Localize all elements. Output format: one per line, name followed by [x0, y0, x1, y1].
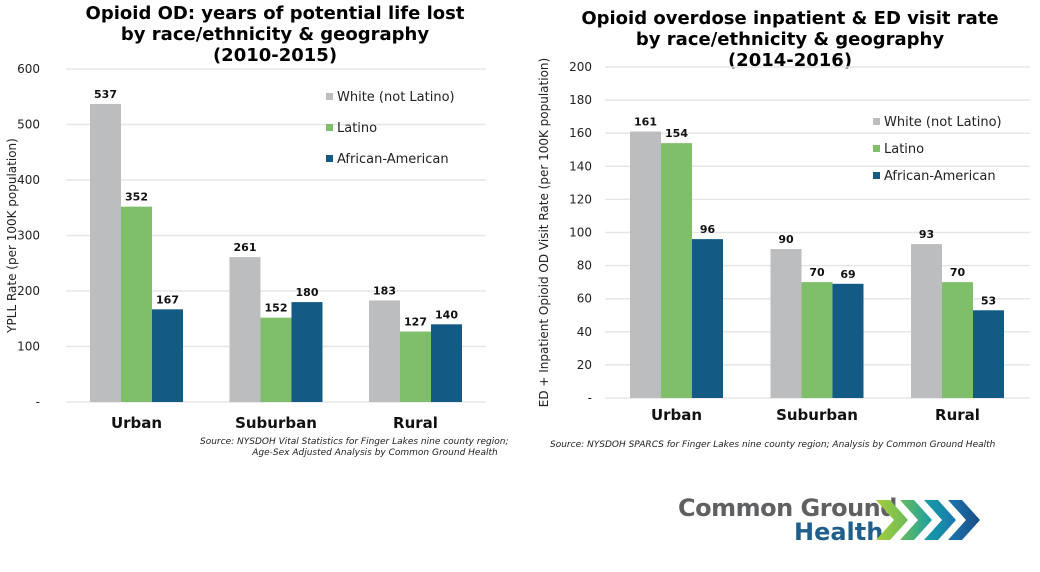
bar-urban-white-not-latino: [630, 131, 661, 399]
x-category-label: Rural: [935, 406, 980, 424]
y-tick-label: 400: [17, 173, 40, 187]
y-tick-label: 600: [17, 62, 40, 76]
y-tick-label: 100: [569, 226, 592, 240]
x-category-label: Urban: [111, 414, 162, 432]
y-tick-label: 20: [577, 358, 592, 372]
chart1-title: Opioid OD: years of potential life lost …: [60, 3, 490, 66]
y-axis-label: YPLL Rate (per 100K population): [5, 138, 19, 334]
bar-rural-white-not-latino: [911, 244, 942, 398]
chart1-source: Source: NYSDOH Vital Statistics for Fing…: [200, 437, 509, 459]
chart2-title-line3: (2014-2016): [727, 50, 853, 71]
legend-label: White (not Latino): [884, 115, 1002, 130]
legend-label: African-American: [337, 152, 449, 167]
data-label: 70: [809, 266, 825, 279]
bar-rural-latino: [400, 331, 431, 402]
legend-label: African-American: [884, 169, 996, 184]
y-tick-label: -: [588, 391, 592, 405]
y-tick-label: 200: [569, 60, 592, 74]
y-tick-label: 100: [17, 340, 40, 354]
y-tick-label: 180: [569, 93, 592, 107]
data-label: 53: [981, 294, 996, 307]
data-label: 167: [156, 293, 179, 306]
y-tick-label: -: [36, 395, 40, 409]
y-tick-label: 120: [569, 192, 592, 206]
bar-suburban-african-american: [832, 283, 864, 398]
chart1-title-line1: Opioid OD: years of potential life lost: [85, 3, 465, 24]
x-category-label: Urban: [651, 406, 702, 424]
chart2-source: Source: NYSDOH SPARCS for Finger Lakes n…: [550, 440, 1035, 451]
legend-swatch: [873, 145, 880, 152]
data-label: 152: [265, 302, 288, 315]
y-tick-label: 500: [17, 118, 40, 132]
bar-suburban-white-not-latino: [229, 257, 261, 402]
legend-swatch: [326, 155, 333, 162]
data-label: 161: [634, 116, 657, 129]
bar-urban-african-american: [152, 309, 183, 402]
y-tick-label: 300: [17, 229, 40, 243]
data-label: 127: [404, 316, 427, 329]
data-label: 93: [919, 228, 934, 241]
x-category-label: Rural: [393, 414, 438, 432]
bar-urban-african-american: [692, 239, 723, 398]
logo-text-line2: Health: [794, 518, 884, 546]
chart1-source-line2: Age-Sex Adjusted Analysis by Common Grou…: [252, 448, 498, 458]
y-tick-label: 60: [577, 292, 592, 306]
data-label: 154: [665, 127, 688, 140]
legend-swatch: [326, 93, 333, 100]
bar-suburban-african-american: [291, 302, 323, 402]
legend-swatch: [873, 118, 880, 125]
bar-suburban-latino: [801, 282, 833, 398]
legend-label: Latino: [337, 121, 377, 136]
logo-text-line1: Common Ground: [678, 494, 897, 522]
bar-suburban-latino: [260, 317, 292, 402]
y-axis-label: ED + Inpatient Opioid OD Visit Rate (per…: [537, 58, 551, 407]
chart1-title-line2: by race/ethnicity & geography: [120, 24, 430, 45]
y-tick-label: 160: [569, 126, 592, 140]
bar-rural-african-american: [431, 324, 462, 402]
data-label: 140: [435, 308, 458, 321]
chart2-title-line2: by race/ethnicity & geography: [635, 29, 945, 50]
y-tick-label: 140: [569, 159, 592, 173]
bar-urban-latino: [121, 206, 152, 402]
bar-rural-african-american: [973, 310, 1004, 398]
data-label: 90: [778, 233, 794, 246]
chart1-source-line1: Source: NYSDOH Vital Statistics for Fing…: [200, 437, 509, 447]
data-label: 69: [840, 268, 855, 281]
bar-suburban-white-not-latino: [770, 249, 802, 398]
legend-label: White (not Latino): [337, 90, 455, 105]
chart2-title: Opioid overdose inpatient & ED visit rat…: [560, 8, 1020, 71]
data-label: 261: [234, 241, 257, 254]
legend-swatch: [326, 124, 333, 131]
y-tick-label: 40: [577, 325, 592, 339]
y-tick-label: 80: [577, 259, 592, 273]
y-tick-label: 200: [17, 284, 40, 298]
data-label: 180: [296, 286, 319, 299]
data-label: 537: [94, 88, 117, 101]
legend-swatch: [873, 172, 880, 179]
data-label: 183: [373, 284, 396, 297]
bar-urban-white-not-latino: [90, 103, 121, 402]
chevron-arrows-icon: [876, 500, 980, 540]
bar-rural-latino: [942, 282, 973, 398]
data-label: 352: [125, 191, 148, 204]
x-category-label: Suburban: [776, 406, 858, 424]
x-category-label: Suburban: [235, 414, 317, 432]
bar-urban-latino: [661, 143, 692, 398]
data-label: 96: [700, 223, 716, 236]
common-ground-health-logo: Common Ground Health: [678, 494, 988, 546]
chart1-title-line3: (2010-2015): [212, 45, 338, 66]
legend-label: Latino: [884, 142, 924, 157]
data-label: 70: [950, 266, 966, 279]
bar-rural-white-not-latino: [369, 300, 400, 402]
chart2-source-line1: Source: NYSDOH SPARCS for Finger Lakes n…: [550, 440, 996, 450]
chart2-title-line1: Opioid overdose inpatient & ED visit rat…: [581, 8, 999, 29]
